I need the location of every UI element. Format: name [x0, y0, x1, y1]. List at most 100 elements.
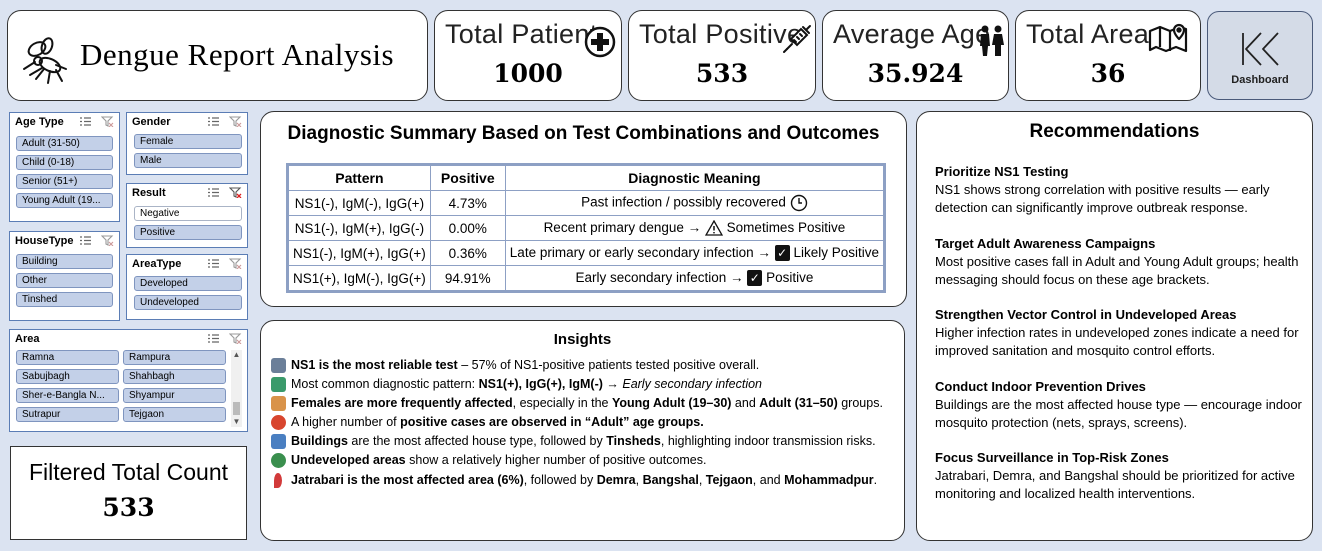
- table-row: NS1(-), IgM(-), IgG(+) 4.73% Past infect…: [288, 190, 885, 216]
- slicer-item[interactable]: Negative: [134, 206, 242, 221]
- positive-cell: 94.91%: [429, 265, 506, 291]
- slicer-item[interactable]: Sutrapur: [16, 407, 119, 422]
- kpi-label: Total Patient: [445, 19, 598, 49]
- check-icon: ✓: [774, 245, 790, 262]
- warning-icon: [704, 220, 723, 236]
- multi-select-icon[interactable]: [207, 258, 220, 269]
- slicer-title: AreaType: [132, 258, 182, 270]
- recommendation-text: Higher infection rates in undeveloped zo…: [935, 325, 1299, 358]
- clear-filter-icon[interactable]: [229, 258, 242, 269]
- column-header: Positive: [429, 165, 506, 191]
- recommendation-item: Conduct Indoor Prevention Drives Buildin…: [935, 378, 1305, 432]
- slicer-item[interactable]: Shahbagh: [123, 369, 226, 384]
- recommendation-text: NS1 shows strong correlation with positi…: [935, 182, 1270, 215]
- multi-select-icon[interactable]: [207, 116, 220, 127]
- multi-select-icon[interactable]: [79, 235, 92, 246]
- kpi-label: Total Area: [1026, 19, 1150, 49]
- insight-italic: Early secondary infection: [622, 377, 763, 392]
- recommendation-heading: Prioritize NS1 Testing: [935, 164, 1069, 179]
- insight-bold: Buildings: [291, 434, 348, 449]
- insight-text: show a relatively higher number of posit…: [405, 453, 707, 468]
- dashboard-label: Dashboard: [1231, 74, 1289, 86]
- slicer-item[interactable]: Female: [134, 134, 242, 149]
- meaning-cell: Recent primary dengue → Sometimes Positi…: [504, 215, 885, 241]
- slicer-item[interactable]: Undeveloped: [134, 295, 242, 310]
- kpi-total-area: Total Area 36: [1015, 10, 1201, 101]
- title-card: Dengue Report Analysis: [7, 10, 428, 101]
- clock-icon: [790, 194, 807, 212]
- recommendation-item: Prioritize NS1 Testing NS1 shows strong …: [935, 163, 1305, 217]
- scroll-up-icon[interactable]: ▲: [232, 350, 241, 359]
- kpi-label: Average Age: [833, 19, 991, 49]
- insight-text: groups.: [837, 396, 883, 411]
- pin-icon: [274, 472, 282, 488]
- area-scrollbar[interactable]: ▲ ▼: [231, 350, 242, 427]
- house-type-slicer: HouseType Building Other Tinshed: [9, 231, 120, 321]
- scroll-thumb[interactable]: [233, 402, 240, 415]
- recommendation-heading: Strengthen Vector Control in Undeveloped…: [935, 307, 1237, 322]
- slicer-item[interactable]: Senior (51+): [16, 174, 113, 189]
- clear-filter-icon[interactable]: [229, 187, 242, 198]
- insight-item: Undeveloped areas show a relatively high…: [271, 451, 899, 470]
- clear-filter-icon[interactable]: [229, 116, 242, 127]
- meaning-cell: Past infection / possibly recovered: [504, 190, 885, 216]
- slicer-title: Result: [132, 187, 166, 199]
- pattern-cell: NS1(-), IgM(-), IgG(+): [288, 190, 431, 216]
- kpi-value: 35.924: [867, 59, 964, 88]
- clear-filter-icon[interactable]: [229, 333, 242, 344]
- insight-bold: Tinsheds: [606, 434, 661, 449]
- meaning-text: Past infection / possibly recovered: [581, 194, 786, 210]
- insight-text: A higher number of: [291, 415, 401, 430]
- insight-text: ,: [698, 472, 706, 487]
- insight-text: , especially in the: [512, 396, 612, 411]
- clear-filter-icon[interactable]: [101, 116, 114, 127]
- slicer-item[interactable]: Shyampur: [123, 388, 226, 403]
- globe-icon: [271, 453, 286, 469]
- microscope-icon: [271, 358, 286, 373]
- multi-select-icon[interactable]: [207, 333, 220, 344]
- multi-select-icon[interactable]: [79, 116, 92, 127]
- slicer-item[interactable]: Child (0-18): [16, 155, 113, 170]
- slicer-item[interactable]: Developed: [134, 276, 242, 291]
- insight-text: , and: [752, 472, 785, 487]
- insight-item: A higher number of positive cases are ob…: [271, 413, 899, 432]
- slicer-title: Area: [15, 333, 40, 345]
- kpi-total-positive: Total Positive 533: [628, 10, 816, 101]
- slicer-item[interactable]: Sabujbagh: [16, 369, 119, 384]
- slicer-item[interactable]: Adult (31-50): [16, 136, 113, 151]
- insight-bold: positive cases are observed in “Adult” a…: [400, 415, 704, 430]
- slicer-item[interactable]: Building: [16, 254, 113, 269]
- positive-cell: 0.36%: [429, 240, 506, 266]
- kpi-average-age: Average Age 35.924: [822, 10, 1009, 101]
- scroll-down-icon[interactable]: ▼: [232, 417, 241, 426]
- slicer-item[interactable]: Other: [16, 273, 113, 288]
- slicer-item[interactable]: Sher-e-Bangla N...: [16, 388, 119, 403]
- slicer-item[interactable]: Rampura: [123, 350, 226, 365]
- insight-text: ,: [635, 472, 643, 487]
- diagnostic-title: Diagnostic Summary Based on Test Combina…: [287, 123, 880, 144]
- insight-bold: Demra: [596, 472, 636, 487]
- slicer-item[interactable]: Tejgaon: [123, 407, 226, 422]
- insight-text: are the most affected house type, follow…: [347, 434, 607, 449]
- slicer-item[interactable]: Young Adult (19...: [16, 193, 113, 208]
- insight-text: Most common diagnostic pattern:: [291, 377, 479, 392]
- dashboard-button[interactable]: Dashboard: [1207, 11, 1313, 100]
- column-header: Pattern: [288, 165, 431, 191]
- slicer-title: Gender: [132, 116, 171, 128]
- clear-filter-icon[interactable]: [101, 235, 114, 246]
- insights-title: Insights: [553, 331, 612, 348]
- slicer-item[interactable]: Male: [134, 153, 242, 168]
- insight-item: Most common diagnostic pattern: NS1(+), …: [271, 375, 899, 394]
- plus-circle-icon: [584, 26, 616, 58]
- test-tube-icon: [271, 377, 286, 393]
- slicer-item[interactable]: Positive: [134, 225, 242, 240]
- meaning-cell: Early secondary infection → ✓ Positive: [504, 265, 885, 291]
- insight-bold: Undeveloped areas: [291, 453, 406, 468]
- slicer-title: HouseType: [15, 235, 74, 247]
- filtered-count-label: Filtered Total Count: [28, 459, 228, 485]
- slicer-item[interactable]: Ramna: [16, 350, 119, 365]
- slicer-item[interactable]: Tinshed: [16, 292, 113, 307]
- multi-select-icon[interactable]: [207, 187, 220, 198]
- insight-bold: Jatrabari is the most affected area (6%): [291, 472, 524, 487]
- area-type-slicer: AreaType Developed Undeveloped: [126, 254, 248, 320]
